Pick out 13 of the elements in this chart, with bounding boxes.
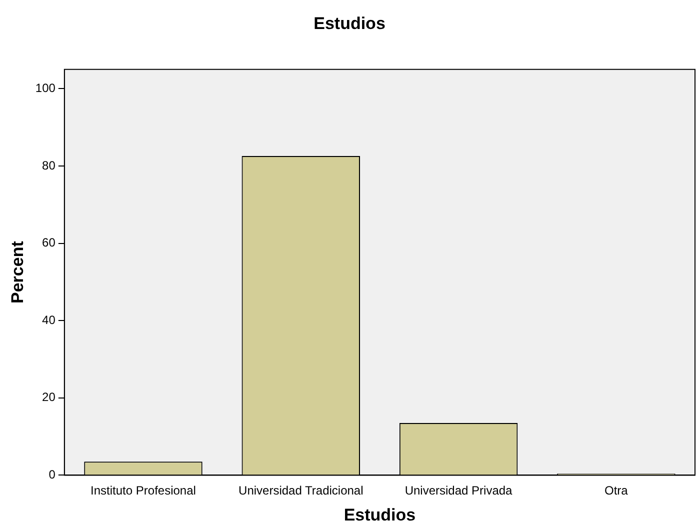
y-tick-label: 0 <box>48 468 56 482</box>
y-tick-label: 100 <box>35 81 56 96</box>
y-tick-label: 80 <box>42 158 56 172</box>
x-tick-label: Instituto Profesional <box>90 484 196 498</box>
x-tick-label: Otra <box>604 484 628 498</box>
x-tick-label: Universidad Privada <box>404 484 513 498</box>
y-axis-title: Percent <box>8 240 27 304</box>
x-axis-title: Estudios <box>344 505 416 524</box>
y-tick-label: 40 <box>42 312 56 327</box>
chart-title: Estudios <box>314 14 386 33</box>
y-tick-label: 60 <box>42 236 56 250</box>
y-tick-label: 20 <box>42 390 56 404</box>
x-tick-label: Universidad Tradicional <box>238 484 364 498</box>
